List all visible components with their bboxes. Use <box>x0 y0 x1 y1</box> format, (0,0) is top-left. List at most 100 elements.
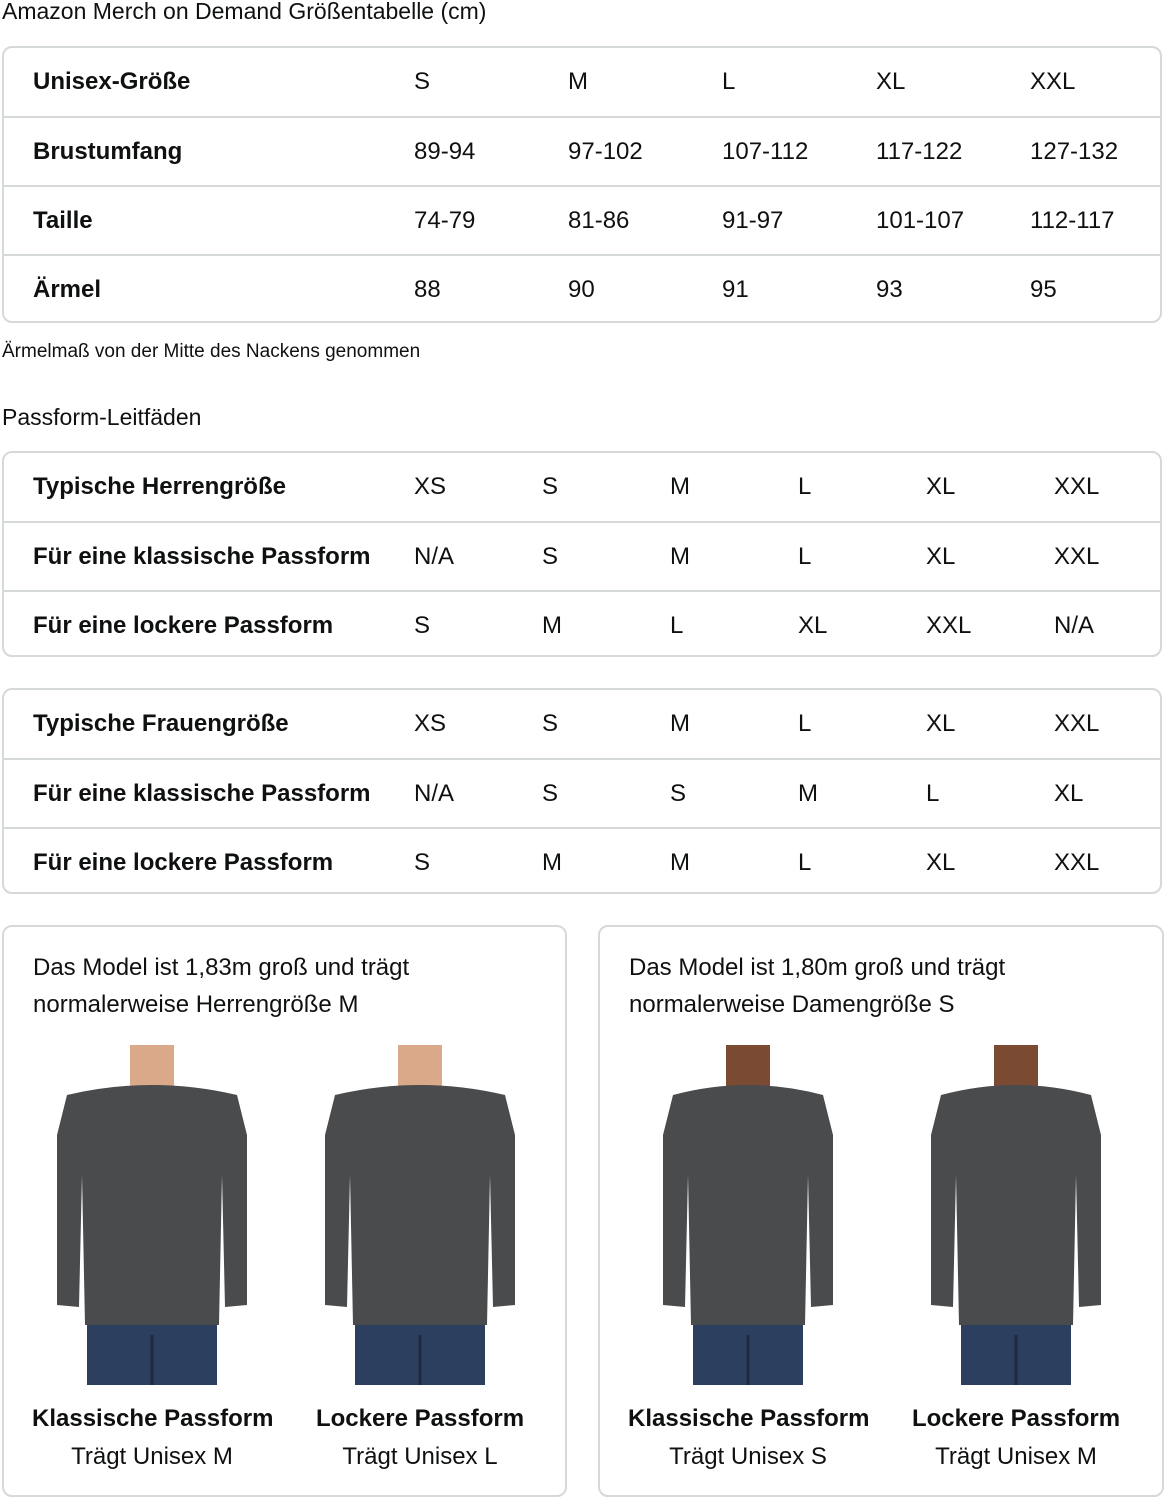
table-cell: XS <box>414 710 447 737</box>
table-cell: XL <box>926 542 956 570</box>
table-cell: 107-112 <box>722 137 809 165</box>
table-cell: XL <box>876 68 906 95</box>
table-cell: XXL <box>1054 848 1100 876</box>
table-cell: 89-94 <box>414 137 476 165</box>
table-cell: XL <box>926 473 956 500</box>
fit-subtitle: Trägt Unisex M <box>71 1443 233 1470</box>
table-cell: N/A <box>1054 611 1095 639</box>
men-model-card: Das Model ist 1,83m groß und trägt norma… <box>2 925 567 1497</box>
table-row: Unisex-Größe S M L XL XXL <box>4 48 1160 116</box>
table-cell: 91 <box>722 275 749 303</box>
table-row: Für eine lockere Passform S M L XL XXL N/A <box>4 590 1160 655</box>
classic-fit-figure: Klassische Passform Trägt Unisex M <box>32 1045 274 1471</box>
table-cell: S <box>542 710 559 737</box>
table-cell: 127-132 <box>1030 137 1119 165</box>
table-cell: S <box>414 68 431 95</box>
fit-title: Klassische Passform <box>32 1405 274 1432</box>
table-cell: M <box>670 473 690 500</box>
row-label: Typische Herrengröße <box>33 473 286 500</box>
table-cell: M <box>670 542 690 570</box>
table-cell: 97-102 <box>568 137 643 165</box>
model-photo <box>931 1045 1101 1385</box>
table-cell: 95 <box>1030 275 1057 303</box>
model-photo <box>325 1045 515 1385</box>
classic-fit-figure: Klassische Passform Trägt Unisex S <box>628 1045 870 1471</box>
fit-subtitle: Trägt Unisex L <box>342 1443 498 1470</box>
table-cell: XL <box>926 710 956 737</box>
table-cell: L <box>798 542 812 570</box>
table-cell: M <box>798 779 818 807</box>
women-fit-table: Typische Frauengröße XS S M L XL XXL Für eine k… <box>2 688 1162 894</box>
table-cell: L <box>798 710 812 737</box>
table-row: Für eine klassische Passform N/A S S M L XL <box>4 758 1160 827</box>
table-cell: L <box>722 68 736 95</box>
table-cell: 74-79 <box>414 206 476 234</box>
fit-subtitle: Trägt Unisex M <box>935 1443 1097 1470</box>
women-model-card: Das Model ist 1,80m groß und trägt norma… <box>598 925 1164 1497</box>
table-cell: L <box>798 473 812 500</box>
table-cell: 93 <box>876 275 903 303</box>
table-row: Ärmel 88 90 91 93 95 <box>4 254 1160 321</box>
row-label: Unisex-Größe <box>33 68 191 95</box>
table-cell: XS <box>414 473 447 500</box>
row-label: Für eine lockere Passform <box>33 848 334 876</box>
table-row: Taille 74-79 81-86 91-97 101-107 112-117 <box>4 185 1160 254</box>
table-row: Typische Herrengröße XS S M L XL XXL <box>4 453 1160 521</box>
table-cell: M <box>542 848 562 876</box>
fit-subtitle: Trägt Unisex S <box>669 1443 827 1470</box>
row-label: Für eine klassische Passform <box>33 779 371 807</box>
fit-title: Lockere Passform <box>911 1405 1121 1432</box>
sleeve-note: Ärmelmaß von der Mitte des Nackens genom… <box>2 341 421 362</box>
table-cell: S <box>542 473 559 500</box>
table-cell: M <box>542 611 562 639</box>
row-label: Ärmel <box>33 275 102 303</box>
table-cell: XL <box>926 848 956 876</box>
table-cell: XL <box>798 611 828 639</box>
model-caption: Das Model ist 1,80m groß und trägt norma… <box>629 954 1006 1018</box>
loose-fit-figure: Lockere Passform Trägt Unisex L <box>300 1045 540 1471</box>
loose-fit-figure: Lockere Passform Trägt Unisex M <box>896 1045 1136 1471</box>
model-photo <box>663 1045 833 1385</box>
table-cell: N/A <box>414 542 455 570</box>
fit-title: Klassische Passform <box>628 1405 870 1432</box>
table-cell: 112-117 <box>1030 206 1115 234</box>
table-row: Brustumfang 89-94 97-102 107-112 117-122 127-… <box>4 116 1160 185</box>
row-label: Typische Frauengröße <box>33 710 289 737</box>
fit-heading: Passform-Leitfäden <box>2 404 202 430</box>
table-cell: N/A <box>414 779 455 807</box>
table-cell: S <box>414 848 431 876</box>
table-row: Typische Frauengröße XS S M L XL XXL <box>4 690 1160 758</box>
table-cell: 101-107 <box>876 206 965 234</box>
table-cell: XXL <box>926 611 972 639</box>
table-row: Für eine lockere Passform S M M L XL XXL <box>4 827 1160 892</box>
table-cell: XL <box>1054 779 1084 807</box>
table-cell: XXL <box>1054 710 1100 737</box>
table-cell: L <box>798 848 812 876</box>
table-cell: XXL <box>1054 473 1100 500</box>
table-cell: 117-122 <box>876 137 963 165</box>
size-table: Unisex-Größe S M L XL XXL Brustumfang 89-94 97-1… <box>2 46 1162 323</box>
table-cell: S <box>542 542 559 570</box>
table-cell: M <box>568 68 588 95</box>
page-title: Amazon Merch on Demand Größentabelle (cm… <box>2 0 487 24</box>
table-cell: S <box>670 779 687 807</box>
table-cell: XXL <box>1030 68 1076 95</box>
table-cell: S <box>414 611 431 639</box>
row-label: Brustumfang <box>33 137 183 165</box>
table-cell: M <box>670 848 690 876</box>
table-cell: L <box>926 779 940 807</box>
table-cell: 81-86 <box>568 206 630 234</box>
table-cell: L <box>670 611 684 639</box>
table-cell: 91-97 <box>722 206 784 234</box>
table-row: Für eine klassische Passform N/A S M L XL XXL <box>4 521 1160 590</box>
table-cell: M <box>670 710 690 737</box>
fit-title: Lockere Passform <box>315 1405 525 1432</box>
table-cell: 90 <box>568 275 595 303</box>
row-label: Taille <box>33 206 93 234</box>
row-label: Für eine lockere Passform <box>33 611 334 639</box>
table-cell: S <box>542 779 559 807</box>
table-cell: 88 <box>414 275 441 303</box>
model-caption: Das Model ist 1,83m groß und trägt norma… <box>33 954 410 1018</box>
row-label: Für eine klassische Passform <box>33 542 371 570</box>
model-photo <box>57 1045 247 1385</box>
